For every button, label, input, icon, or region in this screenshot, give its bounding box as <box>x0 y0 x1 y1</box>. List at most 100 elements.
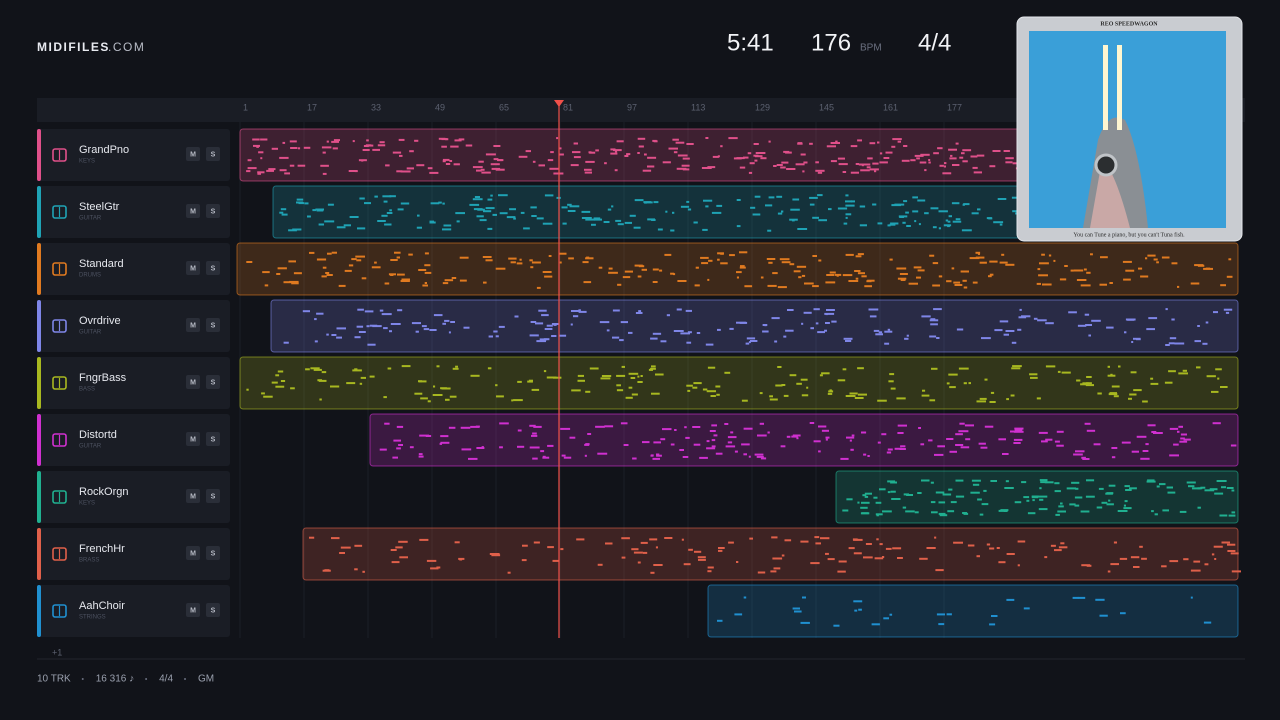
note <box>647 165 655 168</box>
note <box>818 259 822 262</box>
track-solo-button[interactable]: S <box>206 603 220 617</box>
note <box>971 479 981 482</box>
note <box>304 202 309 205</box>
note <box>1044 556 1048 559</box>
note <box>672 211 675 214</box>
note <box>607 208 612 211</box>
note <box>385 164 390 167</box>
note <box>570 164 579 167</box>
note <box>694 284 700 287</box>
note <box>305 368 310 371</box>
note <box>710 395 716 397</box>
note <box>616 140 624 143</box>
track-solo-button[interactable]: S <box>206 318 220 332</box>
track-solo-button[interactable]: S <box>206 375 220 389</box>
note <box>1148 317 1158 320</box>
note <box>483 281 487 284</box>
note <box>670 229 675 232</box>
note <box>601 375 612 377</box>
note <box>1005 480 1009 483</box>
note <box>1109 392 1117 395</box>
track-mute-button[interactable]: M <box>186 375 200 389</box>
note <box>1219 514 1228 517</box>
note <box>837 379 846 382</box>
note <box>600 377 611 380</box>
track-solo-button[interactable]: S <box>206 261 220 275</box>
note <box>837 207 848 210</box>
note <box>861 164 864 167</box>
note <box>487 198 493 201</box>
track-solo-button[interactable]: S <box>206 432 220 446</box>
note <box>890 481 897 484</box>
note <box>986 217 992 220</box>
note <box>876 514 879 517</box>
track-mute-button[interactable]: M <box>186 489 200 503</box>
note <box>1001 253 1005 256</box>
track-mute-button[interactable]: M <box>186 261 200 275</box>
note <box>768 261 773 264</box>
note <box>1211 553 1215 556</box>
note <box>529 424 536 427</box>
track-solo-button[interactable]: S <box>206 147 220 161</box>
note <box>693 382 702 385</box>
note <box>887 224 891 227</box>
track-mute-button[interactable]: M <box>186 432 200 446</box>
note <box>549 167 559 170</box>
note <box>859 224 867 227</box>
note <box>377 220 386 222</box>
button-label: S <box>211 151 216 158</box>
note <box>842 509 849 512</box>
note <box>616 389 624 392</box>
note <box>1156 485 1160 488</box>
track-solo-button[interactable]: S <box>206 546 220 560</box>
track-solo-button[interactable]: S <box>206 204 220 218</box>
note <box>487 367 492 370</box>
track-mute-button[interactable]: M <box>186 603 200 617</box>
note <box>711 439 716 442</box>
note <box>939 164 944 167</box>
button-bg <box>186 318 200 332</box>
note <box>1107 570 1111 573</box>
note <box>1203 621 1212 624</box>
note <box>640 541 648 544</box>
note <box>727 436 737 439</box>
note <box>794 610 802 613</box>
note <box>577 374 584 377</box>
note <box>748 341 751 344</box>
track-mute-button[interactable]: M <box>186 318 200 332</box>
note <box>753 154 759 157</box>
note <box>573 315 579 318</box>
note <box>1026 499 1030 502</box>
note <box>692 386 698 389</box>
note <box>812 255 817 257</box>
note <box>474 196 480 198</box>
track-solo-button[interactable]: S <box>206 489 220 503</box>
note <box>881 556 885 558</box>
note <box>889 223 896 226</box>
note <box>821 372 830 375</box>
note <box>984 378 988 381</box>
note <box>815 161 819 164</box>
note <box>825 552 829 555</box>
note <box>914 511 919 514</box>
note <box>873 496 878 499</box>
track-mute-button[interactable]: M <box>186 204 200 218</box>
note <box>623 444 629 446</box>
note <box>897 432 904 434</box>
note <box>1123 504 1126 507</box>
note <box>1106 492 1114 495</box>
note <box>1142 450 1149 452</box>
note <box>419 538 429 541</box>
note <box>772 557 783 560</box>
note <box>845 216 848 219</box>
track-mute-button[interactable]: M <box>186 546 200 560</box>
note <box>854 609 858 612</box>
note <box>1110 373 1113 376</box>
note <box>331 251 337 254</box>
note <box>664 537 673 539</box>
note <box>529 259 533 262</box>
track-mute-button[interactable]: M <box>186 147 200 161</box>
note <box>381 313 392 316</box>
note <box>354 368 358 371</box>
